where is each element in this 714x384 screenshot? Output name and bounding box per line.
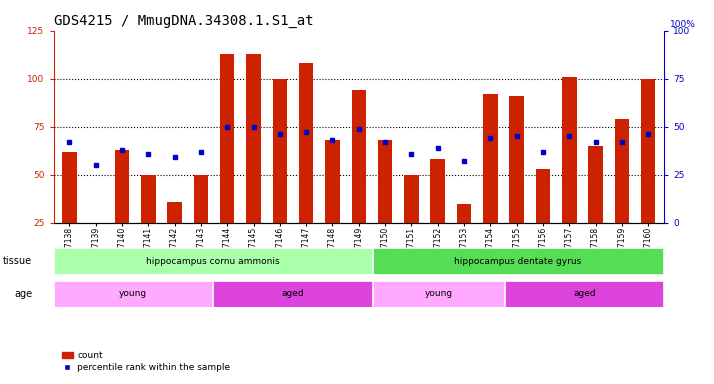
Bar (509, 96, 524, 223)
Text: tissue: tissue (3, 256, 32, 266)
Text: GDS4215 / MmugDNA.34308.1.S1_at: GDS4215 / MmugDNA.34308.1.S1_at (54, 14, 313, 28)
Legend: count, percentile rank within the sample: count, percentile rank within the sample (58, 348, 233, 376)
Bar (562, 77, 576, 223)
Bar (378, 140, 392, 223)
Bar (220, 54, 234, 223)
Text: hippocampus dentate gyrus: hippocampus dentate gyrus (454, 257, 582, 266)
Bar (483, 94, 498, 223)
Bar (54, 248, 371, 274)
Text: young: young (119, 289, 147, 298)
Bar (457, 204, 471, 223)
Bar (141, 175, 156, 223)
Bar (404, 175, 418, 223)
Bar (431, 159, 445, 223)
Text: aged: aged (281, 289, 303, 298)
Text: hippocampus cornu ammonis: hippocampus cornu ammonis (146, 257, 280, 266)
Text: young: young (424, 289, 453, 298)
Bar (588, 146, 603, 223)
Text: 100%: 100% (670, 20, 696, 29)
Bar (246, 54, 261, 223)
Bar (615, 119, 629, 223)
Bar (273, 79, 287, 223)
Bar (351, 90, 366, 223)
Bar (62, 152, 76, 223)
Bar (641, 79, 655, 223)
Bar (193, 175, 208, 223)
Bar (326, 140, 340, 223)
Bar (536, 169, 550, 223)
Bar (167, 202, 182, 223)
Bar (213, 281, 371, 307)
Text: age: age (14, 289, 32, 299)
Bar (299, 63, 313, 223)
Bar (115, 150, 129, 223)
Bar (54, 281, 212, 307)
Bar (373, 248, 663, 274)
Bar (373, 281, 504, 307)
Bar (506, 281, 663, 307)
Text: aged: aged (573, 289, 595, 298)
